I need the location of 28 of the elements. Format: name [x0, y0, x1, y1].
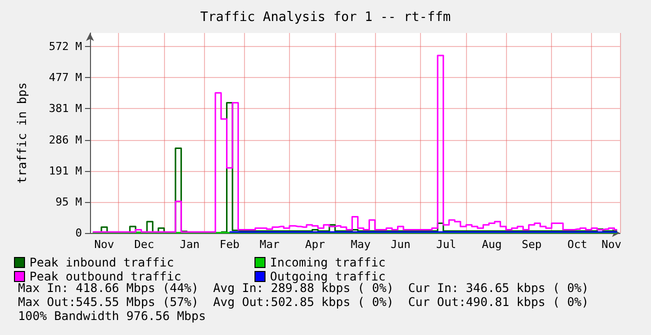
legend-label: Outgoing traffic	[270, 270, 386, 284]
x-tick-label: Jan	[180, 238, 200, 251]
x-tick-label: Nov	[602, 238, 622, 251]
y-tick-label: 286 M	[48, 133, 82, 146]
y-tick-label: 0	[75, 226, 82, 240]
legend-label: Peak outbound traffic	[30, 270, 182, 284]
legend-label: Peak inbound traffic	[30, 256, 174, 270]
y-tick-label: 572 M	[48, 40, 82, 54]
x-tick-label: Jun	[390, 238, 411, 251]
x-tick-label: Mar	[260, 238, 280, 251]
text: Max Out:545.55 Mbps (57%) Avg Out:502.85 kbps ( 0%) Cur Out:490.81 kbps ( 0%)	[18, 295, 589, 309]
x-tick-label: Oct	[567, 238, 588, 251]
x-tick-label: May	[350, 238, 372, 251]
x-tick-label: Dec	[134, 238, 154, 251]
legend-label: Incoming traffic	[270, 256, 386, 270]
y-tick-label: 95 M	[56, 195, 82, 208]
x-tick-label: Apr	[305, 238, 326, 251]
x-tick-label: Sep	[522, 238, 542, 251]
y-tick-label: 191 M	[48, 164, 82, 178]
x-tick-label: Feb	[220, 238, 240, 251]
x-tick-label: Aug	[482, 238, 502, 251]
y-tick-label: 381 M	[48, 102, 82, 116]
y-axis-title: traffic in bps	[15, 82, 29, 184]
y-tick-label: 477 M	[48, 71, 82, 84]
text: 100% Bandwidth 976.56 Mbps	[18, 309, 206, 323]
chart-title: Traffic Analysis for 1 -- rt-ffm	[200, 10, 451, 25]
x-tick-label: Nov	[94, 238, 115, 251]
x-tick-label: Jul	[436, 238, 456, 251]
